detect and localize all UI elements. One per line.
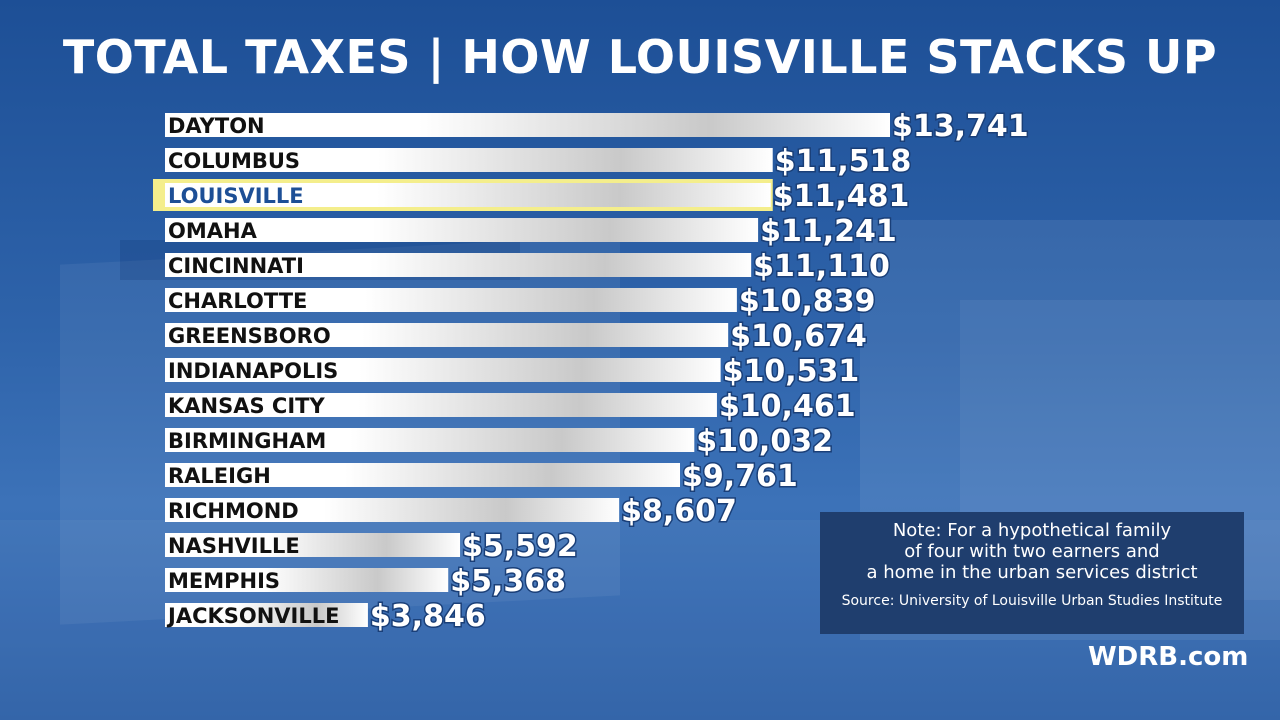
note-line-3: a home in the urban services district [866,562,1198,583]
bar-columbus [165,148,773,172]
category-label-raleigh: RALEIGH [168,464,271,488]
bar-raleigh [165,463,681,487]
value-label-kansas-city: $10,461 [719,389,856,424]
value-label-indianapolis: $10,531 [723,354,860,389]
value-label-dayton: $13,741 [892,109,1029,144]
value-label-memphis: $5,368 [450,564,566,599]
bar-birmingham [165,428,695,452]
source-text: Source: University of Louisville Urban S… [841,593,1223,609]
bar-jacksonville [165,603,368,627]
bar-nashville [165,533,461,557]
category-label-jacksonville: JACKSONVILLE [166,604,339,628]
value-label-charlotte: $10,839 [739,284,876,319]
bar-cincinnati [165,253,752,277]
wdrb-logo: WDRB.com [1088,642,1249,672]
value-label-greensboro: $10,674 [730,319,867,354]
value-label-louisville: $11,481 [773,179,910,214]
value-label-omaha: $11,241 [760,214,897,249]
bar-kansas-city [165,393,717,417]
value-label-birmingham: $10,032 [696,424,833,459]
note-text: Note: For a hypothetical family of four … [820,520,1244,583]
category-label-richmond: RICHMOND [168,499,299,523]
category-label-dayton: DAYTON [168,114,265,138]
category-label-greensboro: GREENSBORO [168,324,331,348]
bar-omaha [165,218,759,242]
value-label-columbus: $11,518 [775,144,912,179]
bar-louisville [165,183,771,207]
category-label-columbus: COLUMBUS [168,149,300,173]
value-label-richmond: $8,607 [621,494,737,529]
note-box: Note: For a hypothetical family of four … [820,512,1244,634]
value-label-jacksonville: $3,846 [370,599,486,634]
note-line-1: Note: For a hypothetical family [892,520,1172,541]
value-label-nashville: $5,592 [462,529,578,564]
bar-charlotte [165,288,737,312]
category-label-birmingham: BIRMINGHAM [168,429,326,453]
value-label-cincinnati: $11,110 [753,249,890,284]
bar-memphis [165,568,449,592]
category-label-charlotte: CHARLOTTE [168,289,307,313]
note-line-2: of four with two earners and [904,541,1160,562]
category-label-memphis: MEMPHIS [168,569,280,593]
category-label-omaha: OMAHA [168,219,258,243]
value-label-raleigh: $9,761 [682,459,798,494]
bar-indianapolis [165,358,721,382]
category-label-indianapolis: INDIANAPOLIS [168,359,338,383]
category-label-nashville: NASHVILLE [168,534,300,558]
bar-richmond [165,498,620,522]
category-label-kansas-city: KANSAS CITY [168,394,325,418]
category-label-cincinnati: CINCINNATI [168,254,304,278]
category-label-louisville: LOUISVILLE [168,184,304,208]
bar-dayton [165,113,890,137]
bar-greensboro [165,323,729,347]
chart-title: TOTAL TAXES | HOW LOUISVILLE STACKS UP [62,30,1218,84]
